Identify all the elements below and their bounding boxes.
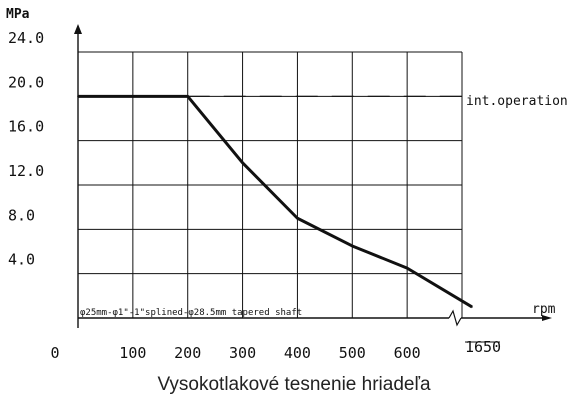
series-group (77, 94, 473, 309)
reference-line-label: int.operation (466, 94, 568, 109)
shaft-annotation: φ25mm-φ1"-1"splined-φ28.5mm tapered shaf… (80, 308, 302, 318)
series-point (471, 306, 473, 308)
x-tick-label: 400 (284, 344, 311, 362)
axes (74, 24, 552, 328)
x-tick-label: 500 (339, 344, 366, 362)
y-tick-label: 24.0 (8, 29, 44, 47)
series-point (406, 267, 408, 269)
x-tick-label: 300 (229, 344, 256, 362)
series-point (241, 162, 244, 164)
series-point (186, 95, 189, 98)
y-tick-label: 8.0 (8, 206, 35, 224)
x-tick-label: 100 (119, 344, 146, 362)
series-line (78, 94, 473, 309)
y-tick-labels: 4.0 8.0 12.0 16.0 20.0 24.0 (8, 29, 44, 269)
x-axis-label: rpm (532, 302, 556, 317)
y-tick-label: 20.0 (8, 73, 44, 91)
series-point (296, 217, 299, 220)
grid (77, 51, 463, 318)
x-tick-label: 0 (50, 344, 59, 362)
x-tick-label: 200 (174, 344, 201, 362)
series-point (77, 95, 79, 98)
series-point (351, 245, 354, 247)
x-tick-labels: 0 100 200 300 400 500 600 1650 (50, 338, 501, 362)
y-tick-label: 16.0 (8, 118, 44, 136)
y-axis-label: MPa (6, 7, 30, 22)
x-break-tick-label: 1650 (465, 338, 501, 356)
y-tick-label: 4.0 (8, 251, 35, 269)
chart-caption: Vysokotlakové tesnenie hriadeľa (157, 374, 431, 395)
y-tick-label: 12.0 (8, 162, 44, 180)
x-tick-label: 600 (394, 344, 421, 362)
x-axis-arrow (542, 315, 552, 321)
x-axis-break-mark (448, 309, 462, 327)
y-axis-arrow (74, 24, 82, 34)
